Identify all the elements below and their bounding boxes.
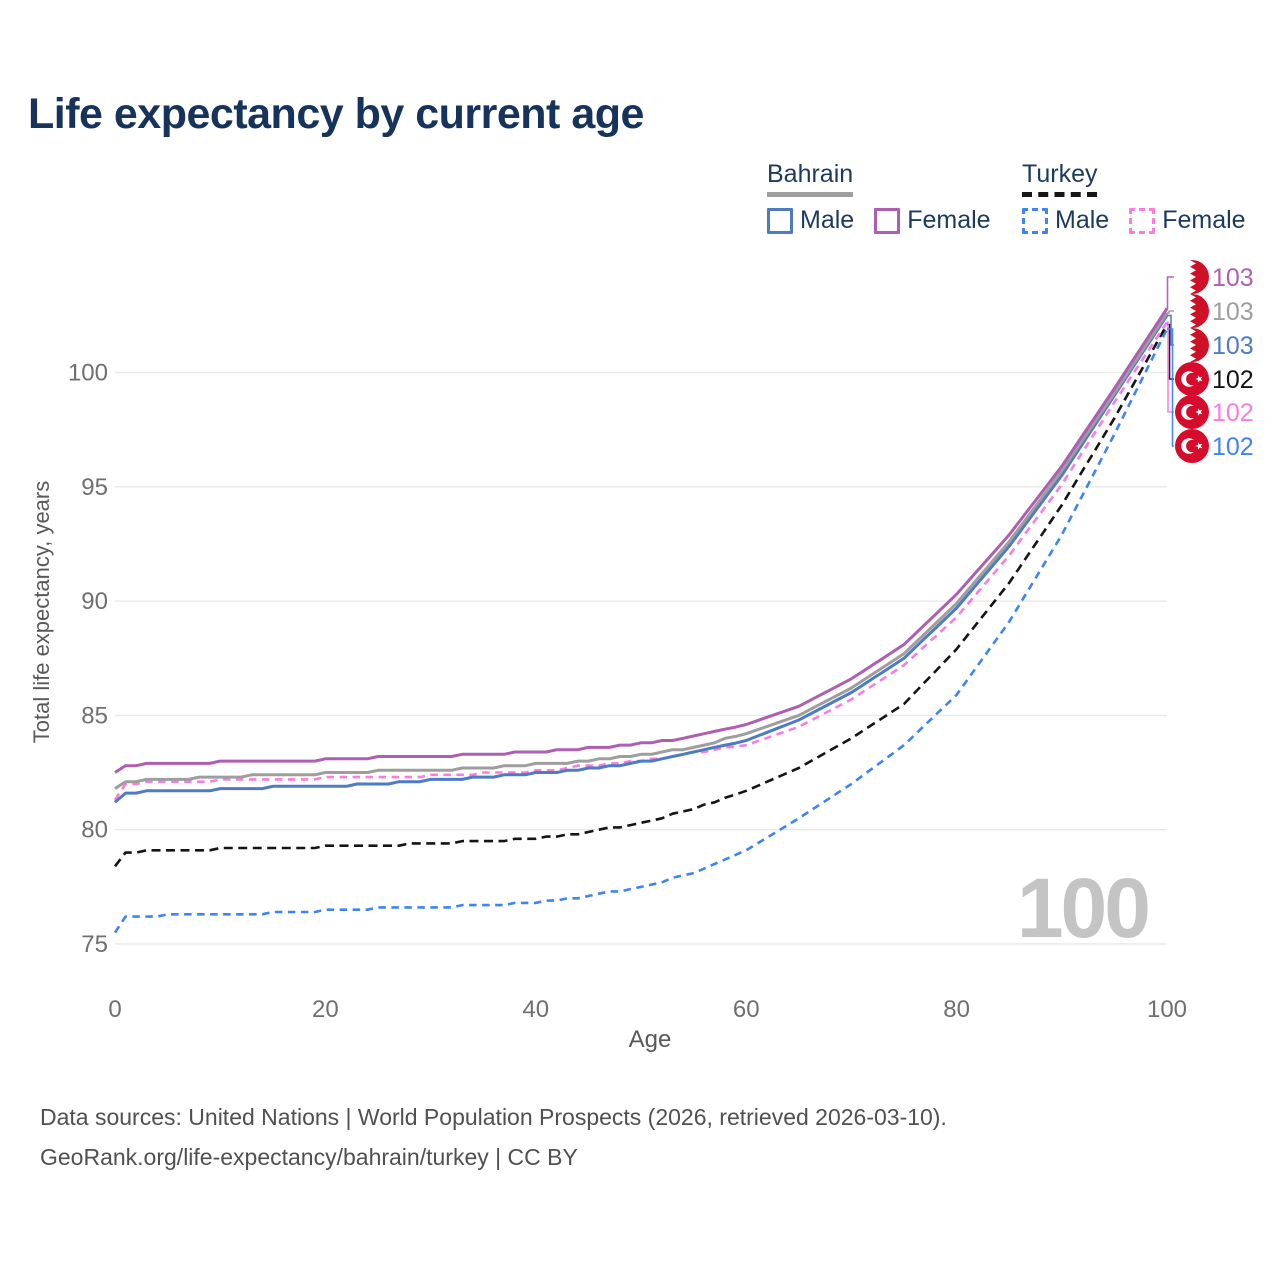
bahrain-flag-icon [1175, 294, 1209, 328]
legend-group-bahrain: Bahrain Male Female [767, 160, 991, 235]
bahrain-male-swatch-icon[interactable] [767, 207, 793, 234]
series-line-turkey-female [113, 321, 1169, 801]
x-axis-title: Age [628, 1026, 672, 1053]
end-label-connector-bahrain-female [1166, 276, 1174, 310]
data-sources-line: Data sources: United Nations | World Pop… [40, 1104, 947, 1130]
series-line-bahrain-both-sexes [114, 312, 1169, 790]
y-tick-95: 95 [81, 474, 108, 501]
legend-label[interactable]: Male [1055, 206, 1110, 234]
y-tick-80: 80 [81, 817, 108, 844]
legend-item-turkey-male[interactable]: Male [1022, 206, 1109, 235]
end-value-bahrain-male: 103 [1212, 332, 1254, 360]
age-watermark: 100 [1016, 861, 1151, 955]
legend-label[interactable]: Male [800, 206, 855, 234]
bahrain-flag-icon [1175, 328, 1209, 362]
legend-country-bahrain: Bahrain [767, 160, 854, 197]
x-tick-80: 80 [943, 996, 970, 1023]
end-value-bahrain-female: 103 [1212, 264, 1254, 292]
x-tick-20: 20 [312, 996, 339, 1023]
series-line-bahrain-male [114, 314, 1169, 804]
turkey-flag-icon [1175, 429, 1209, 463]
end-value-turkey-male: 102 [1212, 433, 1254, 461]
end-label-connector-turkey-female [1167, 321, 1174, 413]
end-value-bahrain-both-sexes: 103 [1212, 298, 1254, 326]
turkey-female-swatch-icon[interactable] [1129, 207, 1156, 234]
end-label-connector-turkey-male [1167, 328, 1174, 447]
x-tick-60: 60 [733, 996, 760, 1023]
y-tick-75: 75 [81, 931, 108, 958]
y-tick-90: 90 [81, 588, 108, 615]
y-tick-100: 100 [68, 360, 108, 387]
turkey-flag-icon [1175, 395, 1209, 429]
page-title: Life expectancy by current age [28, 90, 644, 138]
legend-country-turkey: Turkey [1022, 160, 1098, 197]
source-attribution: Data sources: United Nations | World Pop… [40, 1097, 947, 1177]
end-value-turkey-female: 102 [1212, 399, 1254, 427]
legend-label[interactable]: Female [907, 206, 991, 234]
x-tick-40: 40 [522, 996, 549, 1023]
y-tick-85: 85 [81, 702, 108, 729]
legend-item-bahrain-male[interactable]: Male [767, 206, 854, 235]
georank-url-line: GeoRank.org/life-expectancy/bahrain/turk… [40, 1144, 578, 1170]
bahrain-flag-icon [1175, 260, 1209, 294]
bahrain-female-swatch-icon[interactable] [874, 207, 901, 234]
series-line-turkey-both-sexes [113, 323, 1169, 868]
turkey-male-swatch-icon[interactable] [1022, 207, 1048, 234]
end-value-turkey-both-sexes: 102 [1212, 366, 1254, 394]
x-tick-0: 0 [108, 996, 121, 1023]
legend-group-turkey: Turkey Male Female [1022, 160, 1246, 235]
series-line-turkey-male [113, 328, 1169, 934]
legend-item-turkey-female[interactable]: Female [1129, 206, 1246, 235]
legend-item-bahrain-female[interactable]: Female [874, 206, 991, 235]
turkey-flag-icon [1175, 362, 1209, 396]
end-label-connector-bahrain-both-sexes [1167, 310, 1174, 314]
legend-label[interactable]: Female [1162, 206, 1246, 234]
series-line-bahrain-female [114, 307, 1169, 774]
x-tick-100: 100 [1147, 996, 1187, 1023]
